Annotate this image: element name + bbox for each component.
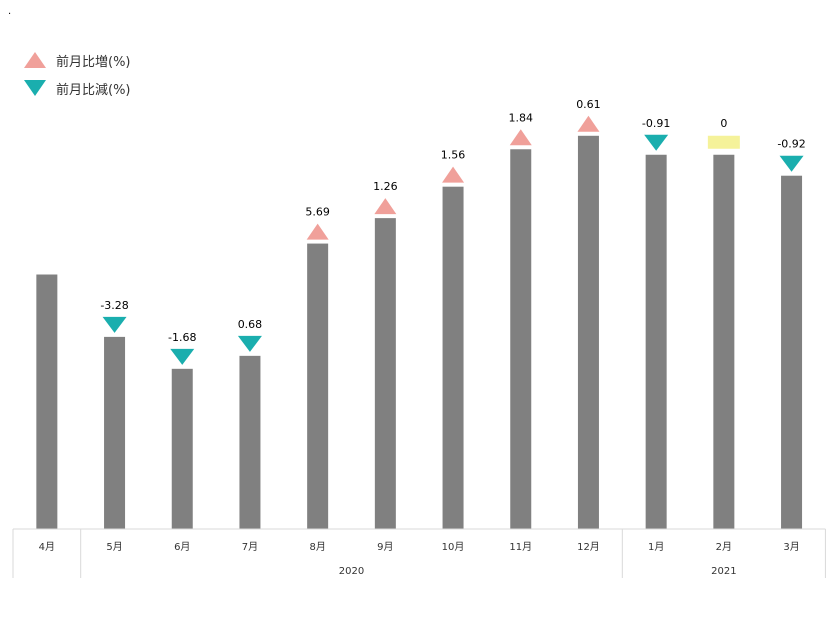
bar bbox=[645, 154, 667, 529]
x-tick-label: 3月 bbox=[783, 541, 799, 553]
x-tick-label: 9月 bbox=[377, 541, 393, 553]
marker-up bbox=[374, 198, 397, 215]
data-label: 0 bbox=[720, 117, 727, 130]
data-label: -0.92 bbox=[777, 138, 805, 151]
marker-up bbox=[442, 166, 465, 183]
bar bbox=[239, 355, 261, 529]
marker-down bbox=[170, 348, 195, 365]
legend-label-increase: 前月比増(%) bbox=[56, 54, 131, 70]
data-label: 0.61 bbox=[576, 98, 601, 111]
data-label: 5.69 bbox=[305, 206, 330, 219]
marker-flat bbox=[707, 135, 740, 149]
triangle-up-icon bbox=[24, 52, 46, 68]
x-group-label: 2021 bbox=[711, 566, 736, 577]
bar bbox=[36, 274, 58, 529]
bar bbox=[577, 135, 599, 529]
data-label: -1.68 bbox=[168, 331, 196, 344]
x-tick-label: 1月 bbox=[648, 541, 664, 553]
legend-label-decrease: 前月比減(%) bbox=[56, 82, 131, 98]
data-label: -3.28 bbox=[100, 299, 128, 312]
legend-item-increase: 前月比増(%) bbox=[22, 46, 131, 74]
legend-item-decrease: 前月比減(%) bbox=[22, 74, 131, 102]
data-label: 0.68 bbox=[238, 318, 263, 331]
data-label: -0.91 bbox=[642, 117, 670, 130]
data-label: 1.84 bbox=[509, 111, 534, 124]
x-tick-label: 6月 bbox=[174, 541, 190, 553]
bar bbox=[713, 154, 735, 529]
marker-down bbox=[779, 155, 804, 172]
bar bbox=[510, 149, 532, 530]
x-tick-label: 11月 bbox=[509, 541, 532, 553]
legend: 前月比増(%) 前月比減(%) bbox=[22, 46, 131, 102]
marker-down bbox=[102, 316, 127, 333]
bar bbox=[781, 175, 803, 529]
triangle-down-icon bbox=[24, 80, 46, 96]
x-tick-label: 4月 bbox=[39, 541, 55, 553]
bar bbox=[442, 186, 464, 529]
marker-up bbox=[509, 129, 532, 146]
x-tick-label: 12月 bbox=[577, 541, 600, 553]
bar bbox=[307, 243, 329, 529]
bar bbox=[104, 336, 126, 529]
x-tick-label: 8月 bbox=[309, 541, 325, 553]
data-label: 1.56 bbox=[441, 149, 466, 162]
marker-up bbox=[577, 115, 600, 132]
bar bbox=[171, 368, 193, 529]
x-tick-label: 2月 bbox=[716, 541, 732, 553]
x-group-label: 2020 bbox=[339, 566, 364, 577]
x-tick-label: 7月 bbox=[242, 541, 258, 553]
x-tick-label: 10月 bbox=[442, 541, 465, 553]
x-tick-label: 5月 bbox=[106, 541, 122, 553]
bar bbox=[374, 218, 396, 530]
data-label: 1.26 bbox=[373, 180, 398, 193]
marker-up bbox=[306, 223, 329, 240]
marker-down bbox=[237, 335, 262, 352]
marker-down bbox=[644, 134, 669, 151]
corner-mark: . bbox=[8, 6, 12, 17]
